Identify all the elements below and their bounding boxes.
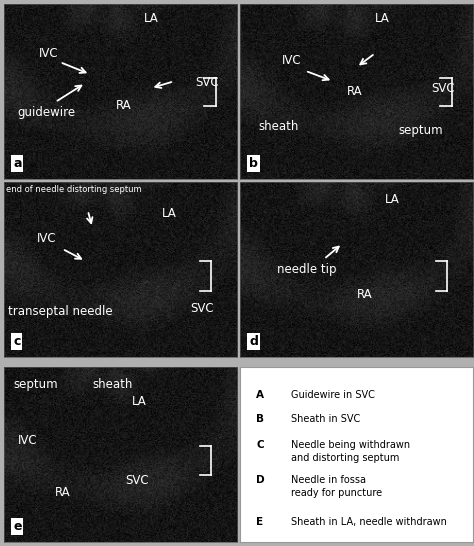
Text: transeptal needle: transeptal needle <box>9 305 113 318</box>
Text: b: b <box>249 157 258 170</box>
Text: end of needle distorting septum: end of needle distorting septum <box>6 185 142 194</box>
Text: IVC: IVC <box>39 47 58 60</box>
Text: LA: LA <box>132 395 147 408</box>
Text: IVC: IVC <box>36 232 56 245</box>
Text: sheath: sheath <box>258 120 299 133</box>
Text: C: C <box>256 440 264 450</box>
Text: c: c <box>13 335 20 348</box>
Text: LA: LA <box>375 12 390 25</box>
Text: e: e <box>13 520 22 533</box>
Text: RA: RA <box>55 486 71 499</box>
Text: IVC: IVC <box>282 54 301 67</box>
Text: Sheath in LA, needle withdrawn: Sheath in LA, needle withdrawn <box>291 517 447 527</box>
Text: RA: RA <box>356 288 372 301</box>
Text: SVC: SVC <box>431 82 455 95</box>
Text: D: D <box>256 475 265 485</box>
Text: A: A <box>256 390 264 400</box>
Text: LA: LA <box>384 193 399 206</box>
Text: SVC: SVC <box>191 301 214 314</box>
Text: SVC: SVC <box>125 474 149 487</box>
Text: guidewire: guidewire <box>18 106 76 119</box>
Text: Needle in fossa
ready for puncture: Needle in fossa ready for puncture <box>291 475 382 497</box>
Text: septum: septum <box>399 123 443 136</box>
Text: LA: LA <box>144 12 158 25</box>
Text: needle tip: needle tip <box>277 263 337 276</box>
Text: E: E <box>256 517 263 527</box>
Text: LA: LA <box>163 207 177 221</box>
Text: Needle being withdrawn
and distorting septum: Needle being withdrawn and distorting se… <box>291 440 410 462</box>
Text: Guidewire in SVC: Guidewire in SVC <box>291 390 375 400</box>
Text: SVC: SVC <box>195 76 219 90</box>
Text: Sheath in SVC: Sheath in SVC <box>291 414 360 424</box>
Text: d: d <box>249 335 258 348</box>
Text: RA: RA <box>347 85 363 98</box>
Text: RA: RA <box>116 99 131 112</box>
Text: a: a <box>13 157 22 170</box>
Text: IVC: IVC <box>18 434 37 447</box>
Text: sheath: sheath <box>92 378 133 391</box>
Text: B: B <box>256 414 264 424</box>
Text: septum: septum <box>13 378 58 391</box>
